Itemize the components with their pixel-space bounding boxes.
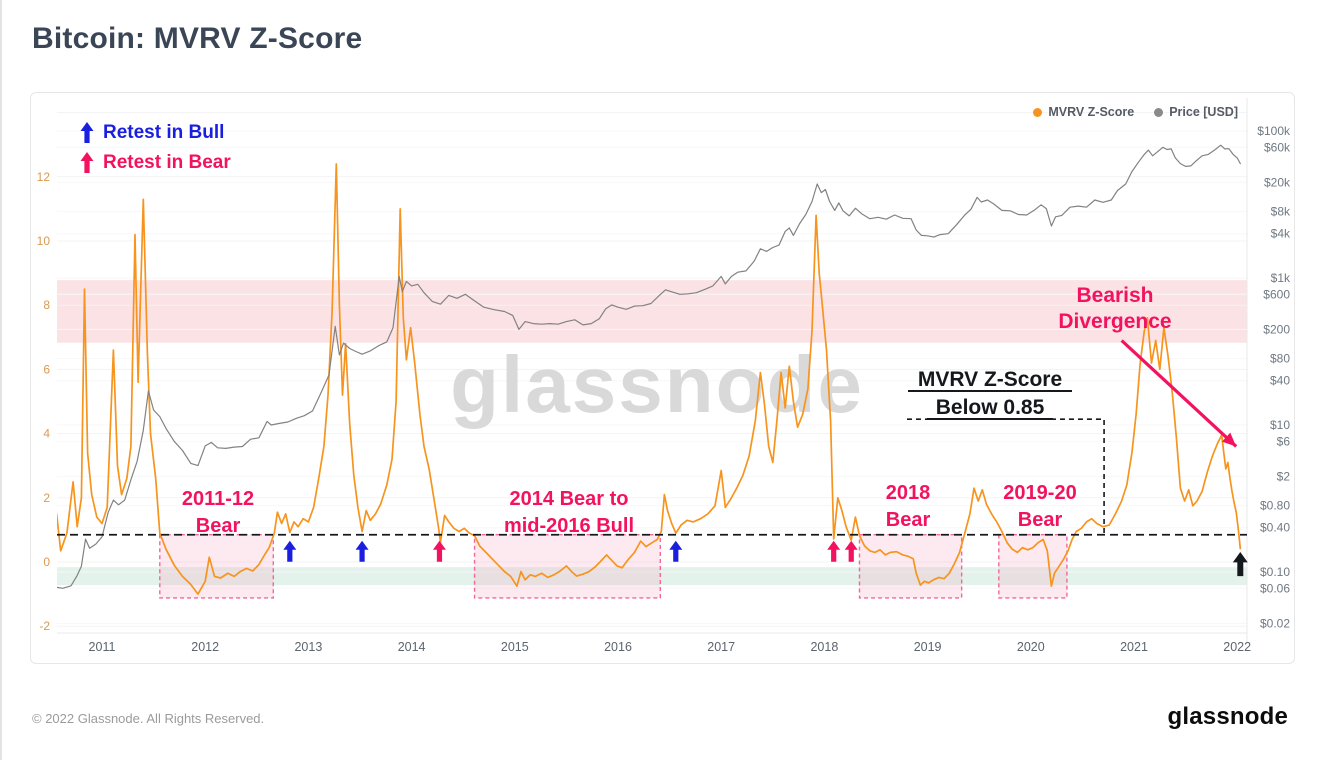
legend-label: Price [USD] bbox=[1169, 105, 1238, 119]
threshold-note-label: MVRV Z-Score bbox=[918, 368, 1062, 391]
bull-retest-arrow bbox=[283, 540, 297, 562]
y-axis-right-tick: $100k bbox=[1257, 124, 1291, 138]
x-axis-tick: 2019 bbox=[914, 640, 942, 654]
y-axis-right-tick: $0.06 bbox=[1260, 581, 1290, 595]
retest-in-bear-key: Retest in Bear bbox=[80, 148, 231, 178]
bear-2014-2016-label: 2014 Bear to bbox=[510, 488, 629, 510]
y-axis-left-tick: 6 bbox=[43, 362, 50, 376]
glassnode-watermark: glassnode bbox=[450, 340, 864, 429]
bear-2019-20-label: 2019-20 bbox=[1003, 482, 1076, 504]
retest-bear-label: Retest in Bear bbox=[103, 152, 231, 173]
copyright-text: © 2022 Glassnode. All Rights Reserved. bbox=[32, 711, 265, 726]
y-axis-right-tick: $6 bbox=[1277, 434, 1291, 448]
threshold-note-label: Below 0.85 bbox=[936, 396, 1045, 419]
bear-retest-arrow bbox=[432, 540, 446, 562]
y-axis-right-tick: $20k bbox=[1264, 175, 1291, 189]
legend-label: MVRV Z-Score bbox=[1048, 105, 1135, 119]
page-title: Bitcoin: MVRV Z-Score bbox=[32, 22, 363, 55]
y-axis-right-tick: $4k bbox=[1271, 227, 1291, 241]
y-axis-right-tick: $200 bbox=[1263, 322, 1290, 336]
mvrv-zscore-line bbox=[57, 163, 1242, 595]
x-axis-tick: 2020 bbox=[1017, 640, 1045, 654]
x-axis-tick: 2022 bbox=[1223, 640, 1251, 654]
y-axis-right-tick: $10 bbox=[1270, 418, 1290, 432]
y-axis-right-tick: $0.10 bbox=[1260, 565, 1290, 579]
bear-2014-2016-label: mid-2016 Bull bbox=[504, 515, 634, 537]
y-axis-left-tick: 12 bbox=[37, 170, 51, 184]
retest-bull-label: Retest in Bull bbox=[103, 122, 225, 143]
y-axis-right-tick: $2 bbox=[1277, 469, 1291, 483]
overvalued-band bbox=[57, 280, 1247, 343]
bear-2018-label: 2018 bbox=[886, 482, 931, 504]
bear-2018-label: Bear bbox=[886, 509, 931, 531]
retest-in-bull-key: Retest in Bull bbox=[80, 118, 231, 148]
bearish-divergence-arrowhead bbox=[1221, 432, 1237, 447]
up-arrow-icon bbox=[80, 152, 94, 173]
y-axis-right-tick: $0.40 bbox=[1260, 521, 1290, 535]
glassnode-logo: glassnode bbox=[1167, 703, 1288, 730]
x-axis-tick: 2017 bbox=[707, 640, 735, 654]
up-arrow-icon bbox=[80, 122, 94, 143]
bear-retest-arrow bbox=[844, 540, 858, 562]
retest-legend: Retest in Bull Retest in Bear bbox=[80, 118, 231, 178]
y-axis-right-tick: $8k bbox=[1271, 205, 1291, 219]
y-axis-right-tick: $0.80 bbox=[1260, 499, 1290, 513]
x-axis-tick: 2015 bbox=[501, 640, 529, 654]
y-axis-left-tick: 2 bbox=[43, 491, 50, 505]
legend-swatch-gray bbox=[1154, 107, 1164, 117]
y-axis-left-tick: 4 bbox=[43, 427, 50, 441]
current-value-arrow bbox=[1232, 552, 1248, 577]
y-axis-left-tick: 0 bbox=[43, 555, 50, 569]
price-usd-line bbox=[57, 144, 1241, 589]
x-axis-tick: 2012 bbox=[191, 640, 219, 654]
y-axis-right-tick: $40 bbox=[1270, 374, 1290, 388]
x-axis-tick: 2016 bbox=[604, 640, 632, 654]
legend-swatch-orange bbox=[1033, 107, 1043, 117]
bear-2011-12-label: 2011-12 bbox=[182, 488, 254, 510]
y-axis-left-tick: -2 bbox=[39, 619, 50, 633]
y-axis-left-tick: 8 bbox=[43, 298, 50, 312]
bull-retest-arrow bbox=[669, 540, 683, 562]
x-axis-tick: 2014 bbox=[398, 640, 426, 654]
bearish-divergence-label: Divergence bbox=[1058, 310, 1171, 333]
y-axis-right-tick: $80 bbox=[1270, 352, 1290, 366]
bear-period-box bbox=[159, 534, 275, 599]
legend-item-mvrv-z-score[interactable]: MVRV Z-Score bbox=[1033, 105, 1134, 119]
x-axis-tick: 2021 bbox=[1120, 640, 1148, 654]
x-axis-tick: 2013 bbox=[294, 640, 322, 654]
y-axis-left-tick: 10 bbox=[37, 234, 51, 248]
bearish-divergence-label: Bearish bbox=[1076, 284, 1153, 307]
bearish-divergence-arrow bbox=[1120, 339, 1238, 448]
bear-period-box bbox=[998, 534, 1068, 599]
y-axis-right-tick: $60k bbox=[1264, 140, 1291, 154]
y-axis-right-tick: $600 bbox=[1263, 287, 1290, 301]
chart-legend: MVRV Z-Score Price [USD] bbox=[1033, 105, 1238, 119]
y-axis-right-tick: $1k bbox=[1271, 271, 1291, 285]
bear-period-box bbox=[858, 534, 963, 599]
threshold-bracket-line bbox=[906, 418, 1105, 535]
x-axis-tick: 2011 bbox=[89, 640, 116, 654]
bear-retest-arrow bbox=[827, 540, 841, 562]
bear-2019-20-label: Bear bbox=[1018, 509, 1063, 531]
bull-retest-arrow bbox=[355, 540, 369, 562]
legend-item-price-usd[interactable]: Price [USD] bbox=[1154, 105, 1238, 119]
y-axis-right-tick: $0.02 bbox=[1260, 616, 1290, 630]
x-axis-tick: 2018 bbox=[810, 640, 838, 654]
bear-2011-12-label: Bear bbox=[196, 515, 241, 537]
